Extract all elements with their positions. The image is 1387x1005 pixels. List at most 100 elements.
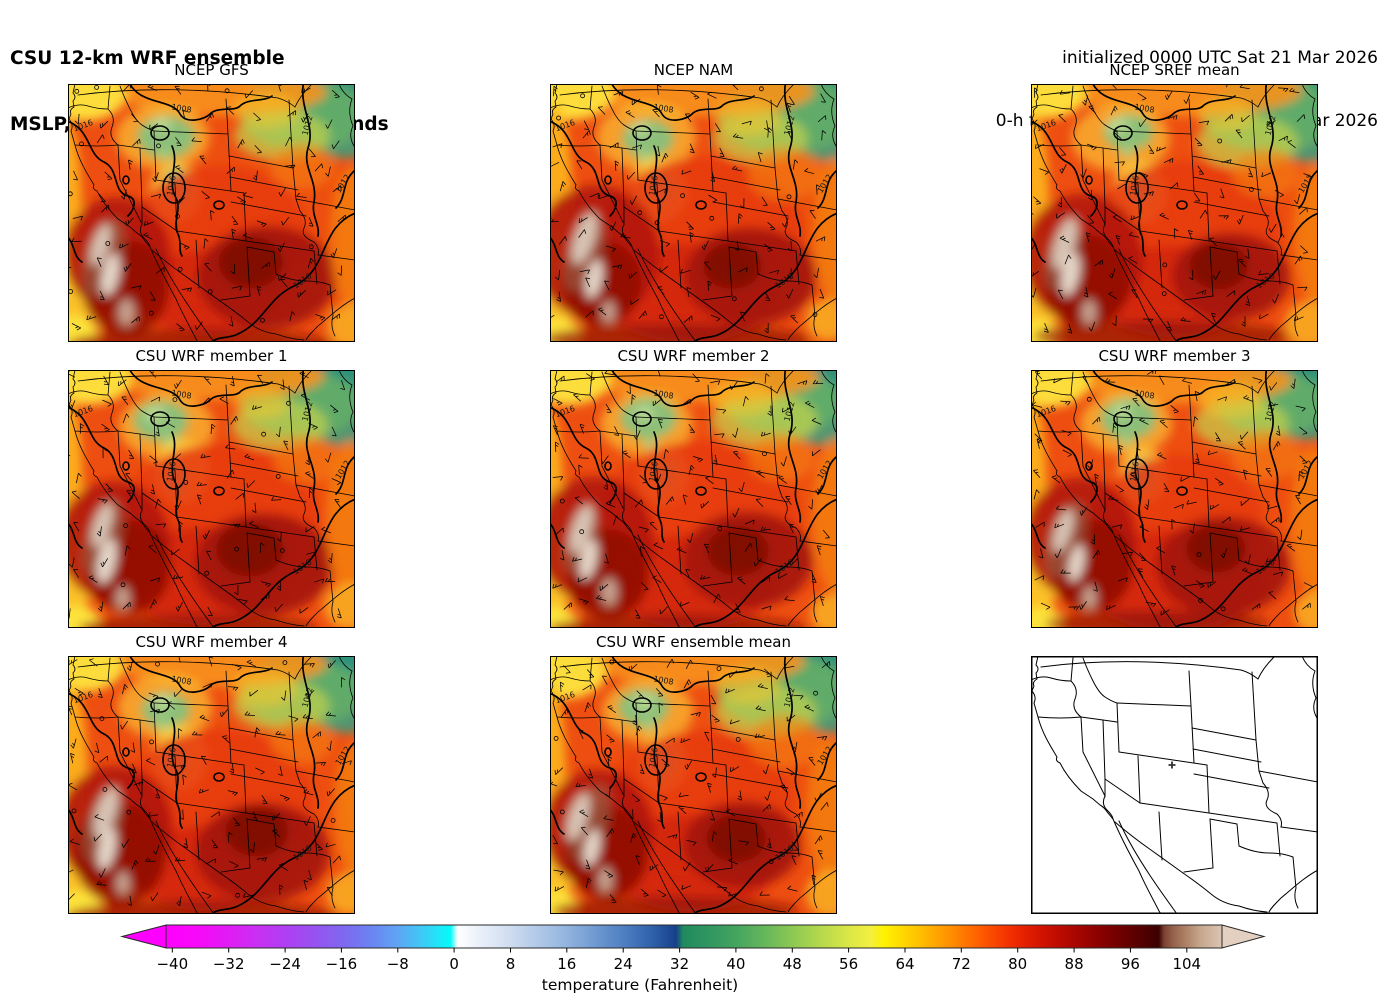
colorbar-tick-label: 104 [1172,955,1201,973]
location-marker [1168,761,1176,769]
state-borders [550,84,837,342]
colorbar-tick-label: 24 [614,955,633,973]
panel-title-ncep-gfs: NCEP GFS [174,61,249,79]
panel-ncep-sref-mean: 1016 1008 1012 1016 1012 1016 [1031,84,1318,342]
contour-label: 1016 [165,461,177,483]
wind-barbs [550,84,827,334]
colorbar-tick-label: 40 [726,955,745,973]
map-frame [550,656,837,914]
panel-title-csu-wrf-member-1: CSU WRF member 1 [135,347,288,365]
colorbar-tick-label: 56 [839,955,858,973]
mslp-contours [550,370,837,628]
colorbar-svg: −40 −32 −24 −16 −8 0 8 16 24 32 40 48 56 64 72 80 88 96 10… [120,924,1266,973]
colorbar-tick-label: 0 [449,955,459,973]
mslp-contours [1031,84,1318,342]
contour-label: 1016 [165,175,177,197]
state-borders [68,370,355,628]
wind-barbs [68,656,352,907]
colorbar-gradient [165,924,1223,949]
state-borders [550,370,837,628]
panel-reference-map [1031,656,1318,914]
colorbar-right-arrow [1221,924,1266,949]
contour-label: 1008 [171,388,193,400]
mslp-contours [550,84,837,342]
map-frame [68,84,355,342]
contour-label: 1016 [647,747,659,769]
colorbar-tick-label: −16 [326,955,358,973]
colorbar-tick-label: 72 [952,955,971,973]
contour-label: 1016 [1128,461,1140,483]
contour-label: 1016 [1128,175,1140,197]
contour-label: 1016 [647,461,659,483]
colorbar-left-arrow [120,924,167,949]
colorbar-tick-label: −8 [387,955,409,973]
panel-csu-wrf-member-3: 1016 1008 1012 1016 1012 1016 [1031,370,1318,628]
mslp-contours [550,656,837,914]
panel-title-ncep-nam: NCEP NAM [653,61,734,79]
contour-label: 1008 [1134,388,1156,400]
colorbar-tick-label: 96 [1121,955,1140,973]
panel-csu-wrf-member-1: 1016 1008 1012 1016 1012 1016 [68,370,355,628]
colorbar-tick-label: 88 [1065,955,1084,973]
contour-label: 1008 [1134,102,1156,114]
panel-title-csu-wrf-member-2: CSU WRF member 2 [617,347,770,365]
wind-barbs [552,370,830,619]
wind-barbs [1032,370,1314,616]
panel-csu-wrf-member-4: 1016 1008 1012 1016 1012 1016 [68,656,355,914]
colorbar-tick-label: 16 [557,955,576,973]
figure-title-line1: CSU 12-km WRF ensemble [10,48,285,69]
contour-label: 1008 [653,674,675,686]
colorbar-tick-label: −40 [156,955,188,973]
panel-title-csu-wrf-member-3: CSU WRF member 3 [1098,347,1251,365]
state-borders [1031,84,1318,342]
state-borders [68,656,355,914]
colorbar-tick-label: −32 [213,955,245,973]
map-frame [1031,656,1318,914]
colorbar-tick-label: 48 [783,955,802,973]
contour-label: 1008 [653,102,675,114]
map-frame [68,656,355,914]
reference-map [1031,656,1318,914]
wind-barbs [550,658,831,903]
state-borders [1031,656,1318,914]
colorbar: −40 −32 −24 −16 −8 0 8 16 24 32 40 48 56 64 72 80 88 96 10… [80,921,1310,1001]
panel-title-csu-wrf-member-4: CSU WRF member 4 [135,633,288,651]
wind-barbs [68,84,347,332]
map-frame [1031,84,1318,342]
contour-label: 1008 [171,102,193,114]
contour-label: 1008 [653,388,675,400]
panel-title-csu-wrf-ensemble-mean: CSU WRF ensemble mean [595,633,791,651]
contour-label: 1016 [165,747,177,769]
mslp-contours [1031,370,1318,628]
state-borders [68,84,355,342]
colorbar-tick-label: −24 [269,955,301,973]
panel-ncep-gfs: 1016 1008 1012 1016 1012 1016 [68,84,355,342]
contour-label: 1008 [171,674,193,686]
init-time-text: initialized 0000 UTC Sat 21 Mar 2026 [1062,48,1378,68]
map-frame [68,370,355,628]
map-frame [550,370,837,628]
panel-csu-wrf-ensemble-mean: 1016 1008 1012 1016 1012 1016 [550,656,837,914]
panel-ncep-nam: 1016 1008 1012 1016 1012 1016 [550,84,837,342]
map-frame [1031,370,1318,628]
mslp-contours [68,84,355,342]
map-frame [550,84,837,342]
panel-title-ncep-sref-mean: NCEP SREF mean [1109,61,1240,79]
panel-csu-wrf-member-2: 1016 1008 1012 1016 1012 1016 [550,370,837,628]
